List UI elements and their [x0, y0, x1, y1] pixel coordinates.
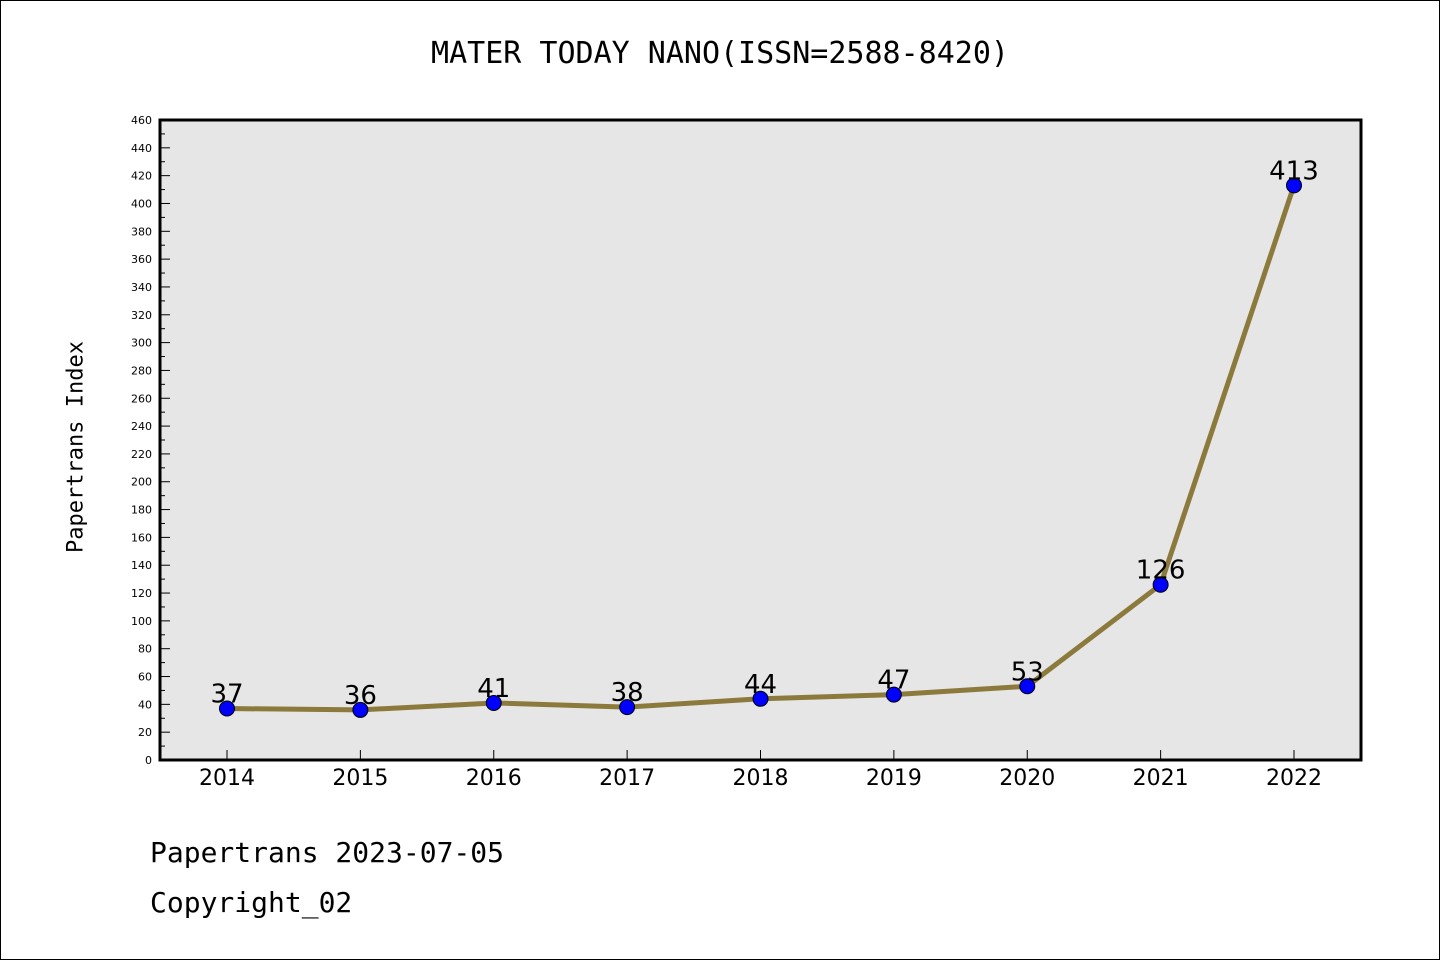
y-tick-label: 40: [138, 698, 152, 711]
data-point: [1019, 678, 1036, 695]
data-label: 53: [1011, 657, 1044, 687]
y-tick-label: 300: [131, 337, 152, 350]
footer-date-line: Papertrans 2023-07-05: [150, 836, 505, 869]
data-point: [485, 694, 502, 711]
x-tick-label: 2020: [999, 766, 1055, 791]
y-tick-label: 60: [138, 671, 152, 684]
chart-title: MATER TODAY NANO(ISSN=2588-8420): [431, 36, 1009, 71]
data-point: [219, 700, 235, 717]
y-tick-label: 160: [131, 531, 152, 544]
data-label: 36: [344, 681, 377, 711]
data-label: 37: [210, 680, 243, 710]
y-tick-label: 180: [131, 504, 152, 517]
y-tick-label: 260: [131, 392, 152, 405]
y-tick-label: 420: [131, 170, 152, 183]
x-tick-label: 2018: [733, 766, 789, 791]
y-tick-label: 460: [131, 114, 152, 127]
y-tick-label: 240: [131, 420, 152, 433]
x-tick-label: 2019: [866, 766, 922, 791]
y-tick-label: 220: [131, 448, 152, 461]
data-label: 126: [1136, 556, 1186, 586]
data-point: [352, 701, 369, 718]
data-label: 47: [877, 666, 910, 696]
y-tick-label: 440: [131, 142, 152, 155]
x-tick-label: 2014: [199, 766, 255, 791]
y-tick-label: 140: [131, 559, 152, 572]
data-point: [1152, 576, 1169, 593]
data-point: [1286, 177, 1302, 194]
data-point: [619, 699, 636, 716]
y-tick-label: 340: [131, 281, 152, 294]
plot-area: [160, 120, 1361, 760]
x-tick-label: 2017: [599, 766, 655, 791]
y-tick-label: 0: [145, 754, 152, 767]
footer-copyright-line: Copyright_02: [150, 886, 353, 919]
x-tick-label: 2016: [466, 766, 522, 791]
data-point: [885, 686, 902, 703]
y-tick-label: 400: [131, 197, 152, 210]
data-point: [752, 690, 769, 707]
plot-frame: [158, 118, 1363, 762]
data-label: 38: [611, 678, 644, 708]
x-tick-label: 2021: [1133, 766, 1189, 791]
x-tick-label: 2015: [332, 766, 388, 791]
y-tick-label: 80: [138, 643, 152, 656]
x-tick-label: 2022: [1266, 766, 1322, 791]
data-label: 413: [1269, 156, 1319, 186]
y-tick-label: 20: [138, 726, 152, 739]
y-tick-label: 380: [131, 225, 152, 238]
data-label: 44: [744, 670, 777, 700]
y-tick-label: 280: [131, 364, 152, 377]
y-tick-label: 120: [131, 587, 152, 600]
data-label: 41: [477, 674, 510, 704]
y-tick-label: 360: [131, 253, 152, 266]
y-tick-label: 320: [131, 309, 152, 322]
y-tick-label: 100: [131, 615, 152, 628]
y-tick-label: 200: [131, 476, 152, 489]
